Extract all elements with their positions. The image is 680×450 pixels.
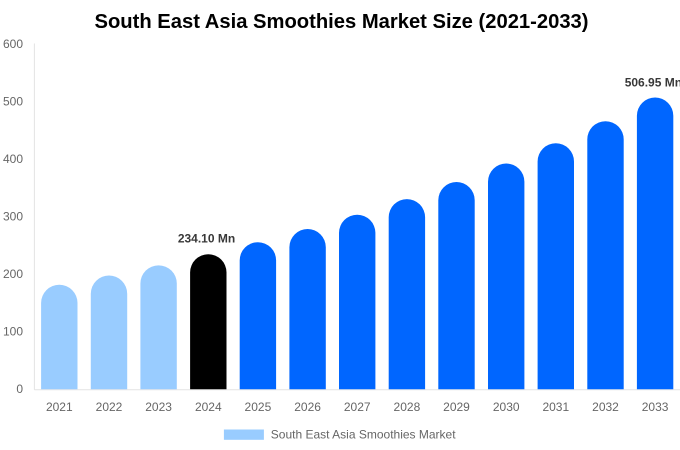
svg-text:2024: 2024 <box>195 400 222 414</box>
svg-text:2032: 2032 <box>592 400 619 414</box>
svg-text:400: 400 <box>3 152 23 166</box>
svg-text:2026: 2026 <box>294 400 321 414</box>
svg-text:234.10 Mn: 234.10 Mn <box>178 232 235 246</box>
svg-text:South East Asia Smoothies Mark: South East Asia Smoothies Market <box>271 427 456 441</box>
svg-text:2023: 2023 <box>145 400 172 414</box>
svg-text:2021: 2021 <box>46 400 73 414</box>
svg-text:300: 300 <box>3 209 23 223</box>
svg-text:100: 100 <box>3 324 23 338</box>
svg-text:2030: 2030 <box>493 400 520 414</box>
svg-text:2031: 2031 <box>542 400 569 414</box>
svg-text:200: 200 <box>3 267 23 281</box>
svg-text:2027: 2027 <box>344 400 371 414</box>
svg-text:600: 600 <box>3 37 23 51</box>
svg-text:0: 0 <box>16 382 23 396</box>
svg-text:2025: 2025 <box>245 400 272 414</box>
svg-text:500: 500 <box>3 94 23 108</box>
svg-text:South East Asia Smoothies Mark: South East Asia Smoothies Market Size (2… <box>94 11 588 33</box>
svg-text:2029: 2029 <box>443 400 470 414</box>
svg-text:506.95 Mn: 506.95 Mn <box>625 76 680 90</box>
svg-text:2022: 2022 <box>96 400 123 414</box>
svg-text:2033: 2033 <box>642 400 669 414</box>
svg-text:2028: 2028 <box>394 400 421 414</box>
